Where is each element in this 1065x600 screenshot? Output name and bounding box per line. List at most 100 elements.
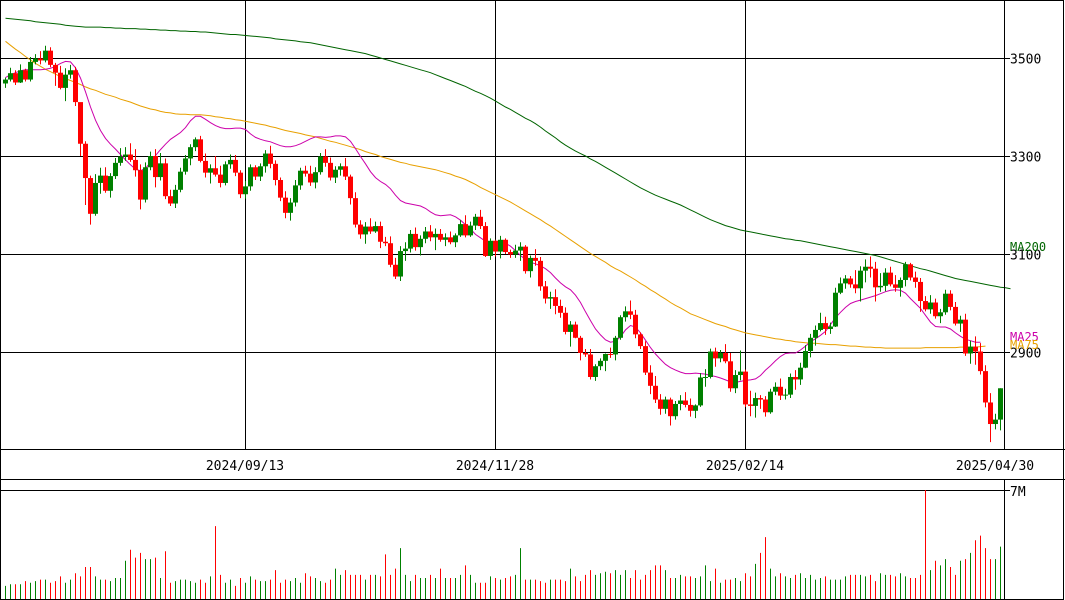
- candle-body: [458, 224, 463, 236]
- candle-body: [148, 156, 153, 168]
- candle-body: [973, 346, 978, 352]
- candle-body: [278, 180, 283, 198]
- candle-body: [63, 74, 68, 88]
- candle-body: [133, 159, 138, 171]
- candle-body: [393, 264, 398, 277]
- candle-body: [503, 239, 508, 253]
- candle-body: [998, 388, 1003, 420]
- x-tick-label: 2025/02/14: [706, 459, 784, 474]
- candle-body: [233, 159, 238, 173]
- candle-body: [603, 353, 608, 361]
- candle-body: [733, 375, 738, 389]
- candle-body: [928, 302, 933, 310]
- candle-body: [123, 154, 128, 157]
- x-tick-label: 2024/11/28: [456, 459, 534, 474]
- candle-body: [638, 334, 643, 347]
- y-tick-label: 2900: [1010, 347, 1041, 362]
- candle-body: [213, 168, 218, 175]
- candle-body: [938, 312, 943, 317]
- candle-body: [553, 297, 558, 306]
- candle-body: [408, 233, 413, 249]
- candle-body: [58, 72, 63, 88]
- candle-body: [643, 346, 648, 373]
- candle-body: [558, 305, 563, 313]
- candle-body: [608, 353, 613, 355]
- candle-body: [203, 160, 208, 173]
- candle-body: [533, 257, 538, 261]
- candle-body: [678, 400, 683, 404]
- candle-body: [33, 58, 38, 62]
- candle-body: [758, 398, 763, 400]
- candle-body: [693, 405, 698, 411]
- candle-body: [463, 224, 468, 236]
- candle-body: [743, 371, 748, 405]
- candle-body: [878, 285, 883, 288]
- candle-body: [78, 102, 83, 144]
- candle-body: [853, 284, 858, 289]
- candle-body: [383, 241, 388, 244]
- candle-body: [178, 171, 183, 190]
- candle-body: [828, 326, 833, 329]
- candle-body: [293, 185, 298, 203]
- candle-body: [153, 156, 158, 178]
- candle-body: [808, 337, 813, 352]
- candle-body: [663, 399, 668, 409]
- candle-body: [348, 176, 353, 199]
- candle-body: [493, 240, 498, 252]
- candle-body: [308, 173, 313, 183]
- candle-body: [403, 248, 408, 252]
- candle-body: [888, 272, 893, 285]
- candle-body: [823, 323, 828, 329]
- candle-body: [283, 197, 288, 213]
- candle-body: [658, 399, 663, 409]
- candle-body: [368, 226, 373, 232]
- candle-body: [363, 226, 368, 235]
- candle-body: [923, 301, 928, 310]
- candle-body: [128, 154, 133, 160]
- candle-body: [538, 260, 543, 287]
- candle-body: [453, 235, 458, 243]
- ma-label-ma200: MA200: [1010, 240, 1046, 254]
- ma-label-ma75: MA75: [1010, 338, 1039, 352]
- candle-body: [903, 264, 908, 280]
- candle-body: [698, 377, 703, 406]
- candle-body: [238, 172, 243, 195]
- candle-body: [948, 293, 953, 307]
- candle-body: [838, 283, 843, 293]
- candle-body: [138, 170, 143, 200]
- candle-body: [218, 174, 223, 183]
- candle-body: [183, 158, 188, 172]
- candle-body: [958, 319, 963, 324]
- candle-body: [448, 237, 453, 243]
- x-axis-tick-labels: 2024/09/13 2024/11/28 2025/02/14 2025/04/30: [206, 459, 1034, 474]
- candle-body: [418, 238, 423, 248]
- candle-body: [508, 252, 513, 255]
- candle-body: [598, 360, 603, 367]
- candle-body: [158, 163, 163, 178]
- ma-label-ma25: MA25: [1010, 330, 1039, 344]
- candle-body: [818, 323, 823, 330]
- candle-body: [243, 186, 248, 195]
- candle-body: [43, 50, 48, 61]
- candle-body: [898, 279, 903, 288]
- candle-body: [3, 79, 8, 84]
- volume-panel: 7M: [0, 485, 1026, 600]
- candle-body: [563, 312, 568, 332]
- candle-body: [683, 400, 688, 405]
- candle-body: [728, 361, 733, 389]
- candle-body: [518, 246, 523, 251]
- candle-body: [248, 167, 253, 187]
- candle-body: [318, 156, 323, 173]
- candle-body: [703, 376, 708, 378]
- candle-body: [893, 284, 898, 288]
- candle-body: [778, 386, 783, 396]
- candle-body: [423, 231, 428, 239]
- candle-body: [343, 166, 348, 177]
- candle-body: [568, 324, 573, 332]
- candle-body: [438, 233, 443, 240]
- candle-body: [258, 166, 263, 177]
- candle-body: [298, 170, 303, 186]
- candle-body: [193, 139, 198, 148]
- candle-body: [848, 278, 853, 285]
